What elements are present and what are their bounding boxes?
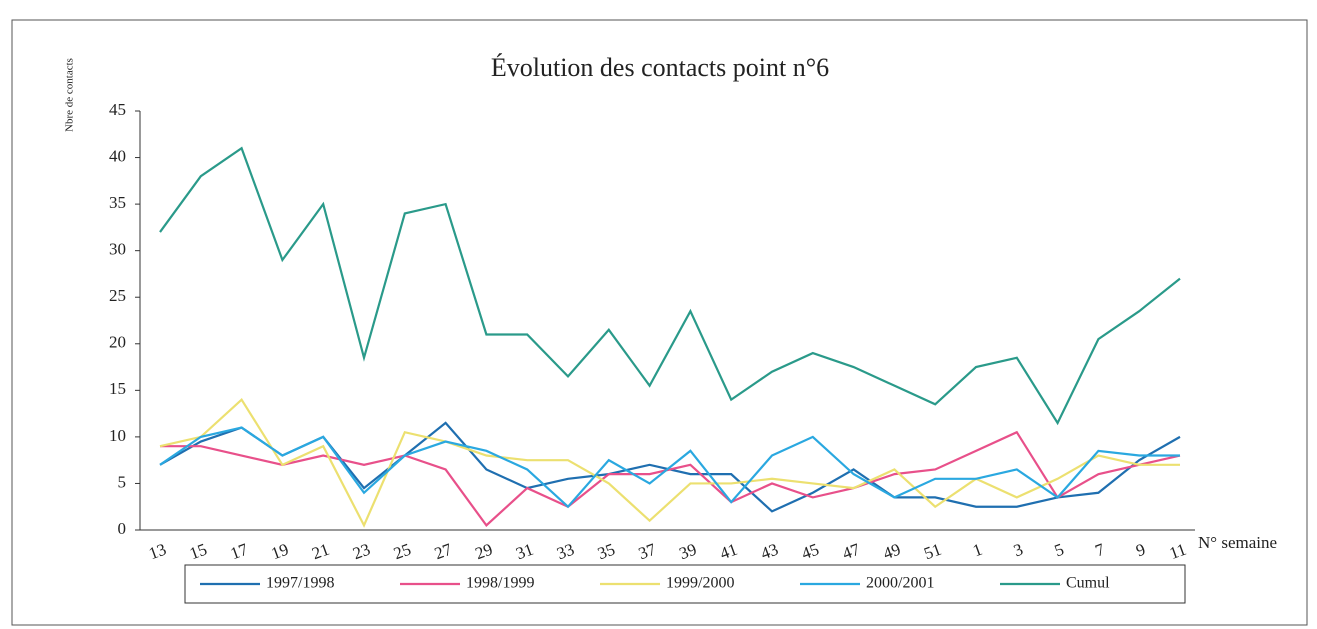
series-line (159, 426, 1180, 509)
x-tick-label: 23 (350, 540, 372, 564)
legend-label: 2000/2001 (866, 575, 934, 592)
chart-frame (11, 19, 1308, 626)
y-tick-label: 45 (109, 100, 126, 119)
x-tick-label: 29 (473, 540, 495, 564)
x-tick-label: 5 (1052, 540, 1066, 561)
y-tick-label: 40 (109, 146, 126, 165)
x-tick-label: 15 (187, 540, 209, 564)
x-tick-label: 49 (881, 540, 903, 564)
y-tick-label: 35 (109, 193, 126, 212)
x-tick-label: 47 (840, 539, 863, 563)
y-axis-label: Nbre de contacts (64, 58, 76, 132)
x-tick-label: 3 (1011, 540, 1025, 561)
series-line (159, 146, 1181, 426)
x-tick-label: 11 (1167, 540, 1189, 563)
series-line (159, 397, 1180, 528)
x-axis-label: N° semaine (1198, 533, 1277, 552)
x-tick-label: 7 (1093, 539, 1108, 560)
chart-title: Évolution des contacts point n°6 (491, 53, 829, 82)
y-tick-label: 20 (109, 333, 126, 352)
y-tick-label: 0 (118, 519, 127, 538)
x-tick-label: 25 (391, 540, 413, 564)
x-tick-label: 39 (677, 540, 699, 564)
x-tick-label: 45 (799, 540, 821, 564)
x-tick-label: 51 (921, 540, 943, 564)
y-tick-label: 10 (109, 426, 126, 445)
y-tick-label: 5 (118, 472, 127, 491)
x-tick-label: 27 (432, 539, 455, 563)
y-tick-label: 25 (109, 286, 126, 305)
legend-label: 1998/1999 (466, 575, 534, 592)
x-tick-label: 17 (228, 539, 251, 563)
x-tick-label: 13 (146, 540, 168, 564)
x-tick-label: 21 (309, 540, 331, 564)
legend-label: Cumul (1066, 575, 1110, 592)
legend-label: 1997/1998 (266, 575, 334, 592)
y-tick-label: 15 (109, 379, 126, 398)
x-tick-label: 33 (554, 540, 576, 564)
x-tick-label: 19 (269, 540, 291, 564)
x-tick-label: 43 (758, 540, 780, 564)
y-tick-label: 30 (109, 240, 126, 259)
x-tick-label: 31 (513, 540, 535, 564)
x-tick-label: 41 (717, 540, 739, 564)
x-tick-label: 37 (636, 539, 659, 563)
x-tick-label: 35 (595, 540, 617, 564)
x-tick-label: 1 (970, 540, 984, 561)
x-tick-label: 9 (1133, 540, 1147, 561)
series-line (160, 430, 1181, 527)
legend-label: 1999/2000 (666, 575, 734, 592)
